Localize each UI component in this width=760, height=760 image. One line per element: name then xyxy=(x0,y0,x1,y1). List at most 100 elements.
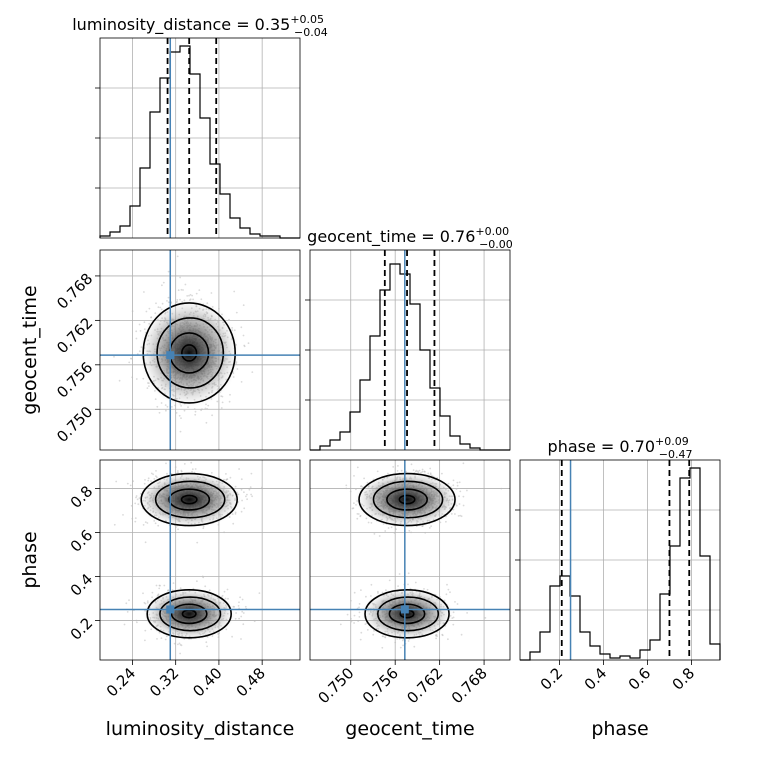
sample-point xyxy=(143,321,146,324)
x-tick-label: 0.2 xyxy=(537,664,567,694)
sample-point xyxy=(166,300,168,302)
sample-point xyxy=(142,377,145,380)
sample-point xyxy=(122,514,124,516)
sample-point xyxy=(139,330,142,332)
sample-point xyxy=(231,635,234,638)
contour xyxy=(358,472,456,527)
sample-point xyxy=(194,410,197,413)
sample-point xyxy=(346,613,349,616)
x-tick-label: 0.4 xyxy=(581,664,611,694)
y-axis-label: geocent_time xyxy=(19,285,41,414)
density-shade xyxy=(360,587,454,641)
y-tick-label: 0.768 xyxy=(53,270,96,313)
sample-point xyxy=(456,481,459,484)
sample-point xyxy=(350,617,352,620)
contour xyxy=(181,344,198,362)
sample-point xyxy=(454,601,456,603)
sample-point xyxy=(155,470,157,472)
sample-point xyxy=(134,517,137,519)
sample-point xyxy=(113,523,116,526)
sample-point xyxy=(339,623,342,626)
sample-point xyxy=(399,646,402,649)
sample-point xyxy=(223,590,226,593)
sample-point xyxy=(160,402,163,404)
contour xyxy=(168,488,211,511)
sample-point xyxy=(151,591,154,594)
x-tick-label: 0.8 xyxy=(669,664,699,694)
y-tick-label: 0.2 xyxy=(67,614,97,644)
sample-point xyxy=(251,371,254,373)
sample-point xyxy=(205,641,208,644)
sample-point xyxy=(241,598,244,601)
sample-point xyxy=(418,469,421,472)
sample-point xyxy=(146,522,149,524)
sample-point xyxy=(144,639,146,642)
sample-point xyxy=(242,612,245,614)
sample-point xyxy=(345,487,348,490)
sample-point xyxy=(261,486,263,489)
sample-point xyxy=(414,581,417,584)
sample-point xyxy=(167,270,170,273)
sample-point xyxy=(398,573,401,575)
sample-point xyxy=(207,404,210,407)
sample-point xyxy=(358,606,360,609)
sample-point xyxy=(244,605,247,608)
sample-point xyxy=(355,488,357,491)
sample-point xyxy=(356,513,359,515)
contour xyxy=(146,589,232,639)
sample-point xyxy=(221,401,224,404)
sample-point xyxy=(407,640,410,642)
sample-point xyxy=(216,400,219,403)
sample-point xyxy=(238,617,241,620)
hist-title: phase = 0.70+0.09 −0.47 xyxy=(548,435,693,461)
sample-point xyxy=(210,472,213,474)
sample-point xyxy=(147,479,150,482)
sample-point xyxy=(353,475,355,477)
sample-point xyxy=(145,310,148,313)
sample-point xyxy=(131,517,134,520)
sample-point xyxy=(171,406,173,408)
sample-point xyxy=(445,520,447,523)
x-tick-label: 0.756 xyxy=(359,664,402,707)
hist-title: luminosity_distance = 0.35+0.05 −0.04 xyxy=(72,13,328,39)
sample-point xyxy=(172,582,175,584)
sample-point xyxy=(366,629,369,631)
sample-point xyxy=(240,381,243,383)
sample-point xyxy=(377,590,379,593)
sample-point xyxy=(363,477,365,480)
sample-point xyxy=(155,584,158,587)
sample-point xyxy=(115,480,118,483)
sample-point xyxy=(237,605,240,607)
sample-point xyxy=(484,617,487,619)
sample-point xyxy=(176,255,179,258)
sample-point xyxy=(118,379,121,382)
sample-point xyxy=(240,510,243,513)
sample-point xyxy=(217,636,220,639)
sample-point xyxy=(161,302,164,305)
y-tick-label: 0.750 xyxy=(53,403,96,446)
sample-point xyxy=(384,530,387,532)
sample-point xyxy=(126,611,129,613)
sample-point xyxy=(221,395,224,398)
sample-point xyxy=(413,645,416,648)
sample-point xyxy=(395,528,397,531)
sample-point xyxy=(156,638,158,640)
sample-point xyxy=(143,601,146,604)
x-tick-label: 0.40 xyxy=(189,664,225,700)
x-axis-label: geocent_time xyxy=(345,718,474,740)
sample-point xyxy=(164,638,167,641)
sample-point xyxy=(243,507,246,510)
sample-point xyxy=(466,612,468,614)
sample-point xyxy=(180,288,183,291)
sample-point xyxy=(161,284,163,287)
sample-point xyxy=(356,517,359,520)
sample-point xyxy=(166,405,169,408)
sample-point xyxy=(446,583,448,586)
contour xyxy=(159,596,222,632)
sample-point xyxy=(458,481,461,484)
sample-point xyxy=(358,616,361,618)
sample-point xyxy=(130,357,132,360)
sample-point xyxy=(177,470,179,472)
x-tick-label: 0.48 xyxy=(233,664,269,700)
